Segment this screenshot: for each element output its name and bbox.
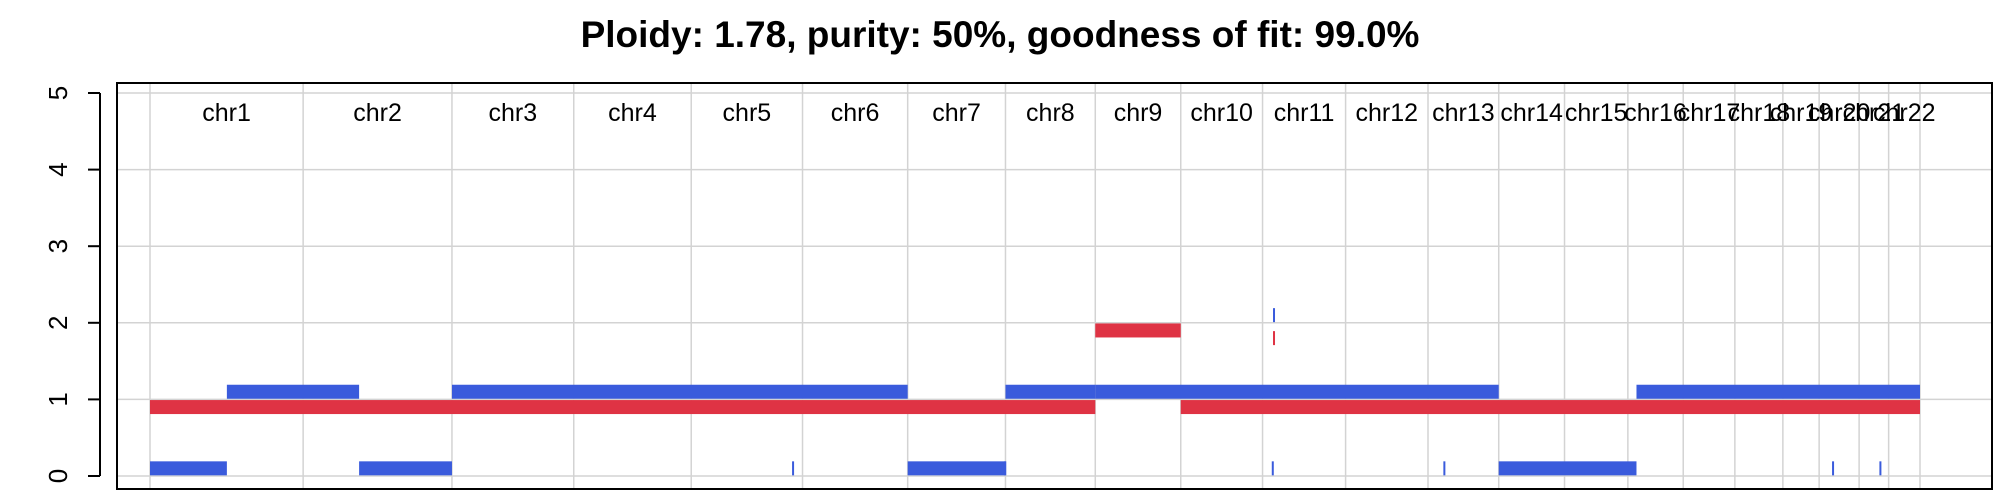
chromosome-label: chr1	[202, 99, 251, 127]
chromosome-label: chr18	[1728, 99, 1791, 127]
chromosome-label: chr11	[1274, 99, 1335, 127]
copy-number-segment	[1636, 384, 1920, 399]
segments	[150, 308, 1920, 476]
copy-number-segment	[150, 461, 227, 476]
copy-number-segment	[451, 384, 908, 399]
chromosome-label: chr10	[1190, 99, 1253, 127]
chromosome-label: chr22	[1873, 99, 1936, 127]
chart-title: Ploidy: 1.78, purity: 50%, goodness of f…	[580, 14, 1420, 55]
copy-number-segment	[226, 384, 360, 399]
segment-marker	[1832, 461, 1835, 476]
chromosome-label: chr3	[489, 99, 538, 127]
grid-lines	[117, 83, 1992, 489]
y-tick-label: 2	[43, 316, 73, 330]
chromosome-label: chr7	[932, 99, 981, 127]
segment-marker	[1273, 308, 1276, 323]
segment-marker	[1273, 331, 1276, 346]
segment-marker	[792, 461, 795, 476]
y-tick-label: 5	[43, 86, 73, 100]
chromosome-label: chr20	[1808, 99, 1871, 127]
y-axis: 0 1 2 3 4 5	[43, 86, 101, 483]
plot-frame	[116, 82, 1993, 490]
y-tick-label: 0	[43, 469, 73, 483]
copy-number-segment	[1095, 323, 1181, 338]
segment-marker	[1443, 461, 1446, 476]
chromosome-label: chr5	[723, 99, 772, 127]
copy-number-segment	[1498, 461, 1637, 476]
chromosome-label: chr2	[353, 99, 402, 127]
segment-marker	[1004, 461, 1007, 476]
copy-number-segment	[1005, 384, 1096, 399]
y-tick-label: 3	[43, 239, 73, 253]
segment-marker	[1271, 461, 1274, 476]
copy-number-segment	[359, 461, 452, 476]
chromosome-label: chr4	[608, 99, 657, 127]
chromosome-label: chr6	[831, 99, 880, 127]
chromosome-label: chr21	[1843, 99, 1906, 127]
chromosome-label: chr17	[1678, 99, 1741, 127]
chromosome-label: chr13	[1432, 99, 1495, 127]
copy-number-segment	[1095, 384, 1499, 399]
copy-number-segment	[1180, 400, 1920, 415]
copy-number-segment	[150, 400, 1096, 415]
chromosome-label: chr14	[1500, 99, 1563, 127]
segment-marker	[1879, 461, 1882, 476]
chromosome-label: chr16	[1624, 99, 1687, 127]
chromosome-label: chr8	[1026, 99, 1075, 127]
chromosome-label: chr19	[1770, 99, 1833, 127]
chromosome-label: chr9	[1114, 99, 1163, 127]
y-tick-label: 4	[43, 162, 73, 176]
chromosome-labels: chr1 chr2 chr3 chr4 chr5 chr6 chr7 chr8 chr9 chr1…	[202, 99, 1935, 127]
y-tick-label: 1	[43, 392, 73, 406]
copy-number-segment	[907, 461, 1006, 476]
chromosome-label: chr15	[1565, 99, 1628, 127]
chromosome-label: chr12	[1356, 99, 1419, 127]
